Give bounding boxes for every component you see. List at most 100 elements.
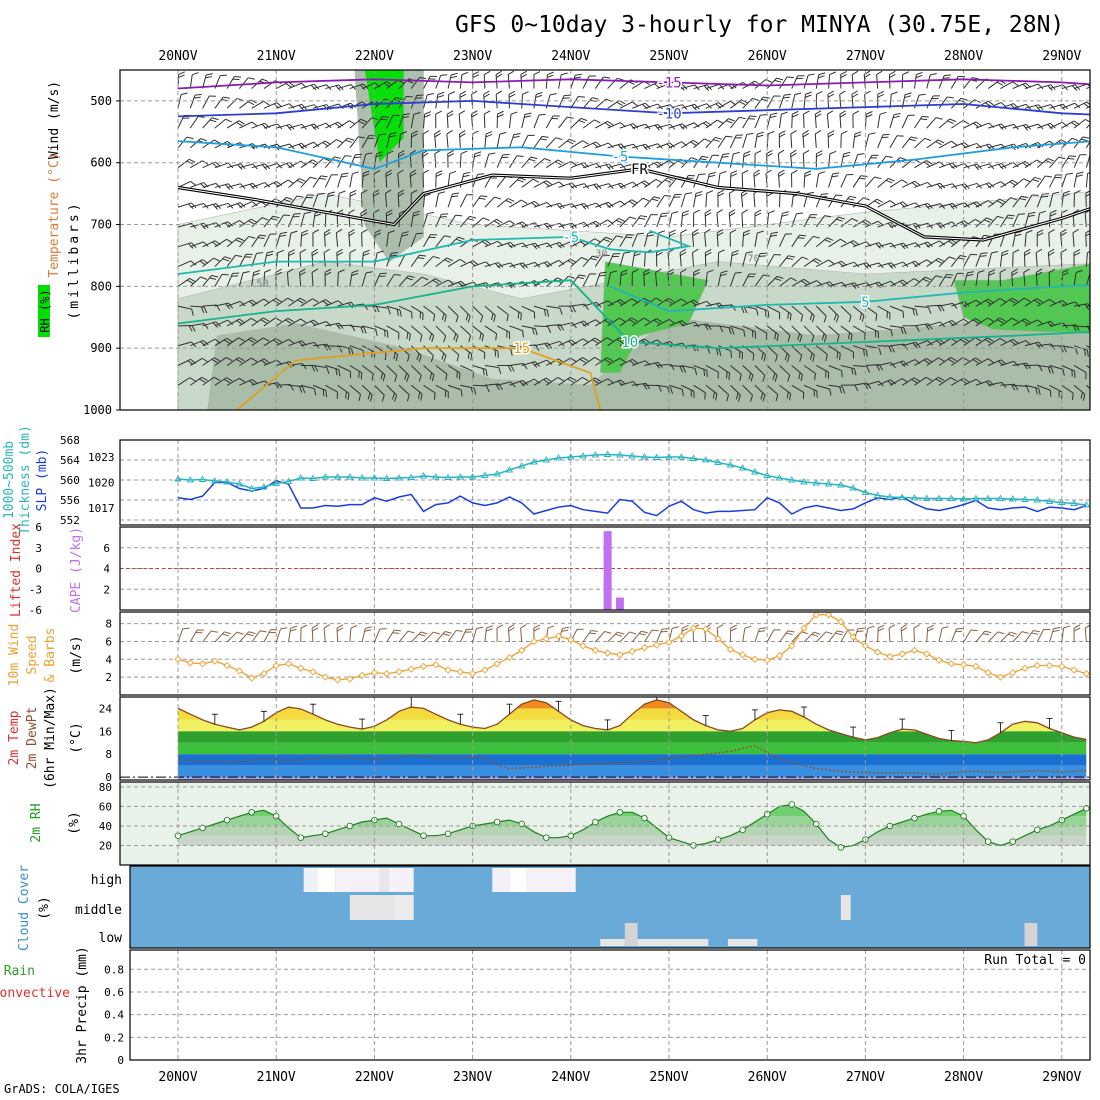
wind-barb [300,176,317,188]
wind-barb [656,195,672,208]
wind-barb [398,131,407,148]
wind-barb [655,268,662,287]
wind-barb [902,325,920,332]
wind-barb [447,305,459,323]
wind-speed-marker [591,646,599,655]
wind-barb [496,154,510,168]
wind-barb [398,630,415,643]
wind-barb [865,242,884,249]
wind-barb [619,199,638,208]
wind-barb [987,337,1007,347]
cloud-block-low [637,939,709,946]
wind-barb [558,138,576,149]
wind-barb [189,93,202,109]
wind-barb [226,357,245,366]
wind-barb [446,110,454,129]
wind-speed-marker [297,664,305,672]
wind-barb [668,84,688,91]
wind-barb [337,365,352,379]
thickness-marker [444,473,452,480]
wind-barb [1085,117,1090,129]
precip-tick-label: 0.4 [104,1009,124,1022]
wind-barb [214,256,232,267]
wind-barb [963,271,975,287]
wind-barb [877,111,887,129]
wind-barb [521,91,529,109]
wind-barb [484,218,503,228]
wind-barb [533,377,552,386]
wind-barb [349,189,357,208]
wind-barb [521,325,538,336]
precip-axis-label: 3hr Precip (mm) [75,946,90,1063]
wind-speed-marker [665,638,673,646]
wind-barb [214,162,234,169]
wind-barb [790,149,797,168]
wind-barb [619,337,638,347]
thickness-marker [407,473,416,480]
wind-barb [582,202,602,209]
rh2m-band [178,845,1087,865]
wind-barb [1024,298,1043,307]
wind-barb [398,365,410,382]
wind-barb [607,235,624,248]
wind-barb [644,629,659,643]
wind-barb [1024,141,1044,149]
rh2m-marker [714,836,722,843]
thickness-marker [689,454,698,461]
thickness-marker [898,493,907,500]
wind-barb [214,337,233,347]
wind-speed-marker [1058,662,1066,671]
wind-barb [533,135,549,149]
wind-barb [693,138,711,149]
wind-barb [1061,384,1074,400]
cloud-block-high [379,868,390,892]
wind-barb [1049,174,1063,188]
wind-barb [558,357,577,366]
wind-barb [827,90,835,109]
wind-barb [938,118,957,129]
wind-barb [889,157,907,169]
wind-barb [1000,214,1015,228]
rh2m-unit-label: (%) [67,811,82,834]
wind-barb [386,384,398,402]
wind-barb [852,153,865,168]
wind-barb [718,325,735,335]
wind-speed-marker [677,632,685,640]
wind-barb [459,130,466,148]
wind-speed-marker [333,676,342,684]
wind-barb [582,119,601,129]
wind-barb [386,345,399,362]
wind-speed-marker [947,660,955,668]
wind-barb [226,631,244,643]
wind-barb [214,238,233,248]
wind-barb [1049,345,1067,353]
wind-barb [410,130,418,148]
wind-barb [423,255,440,267]
date-label-top: 28NOV [944,49,983,64]
wind-barb [177,71,185,89]
wind-barb [851,70,859,89]
wind-barb [190,305,208,314]
wind-speed-marker [898,650,906,658]
wind-barb [681,139,700,149]
cloud-block-high [526,868,576,892]
wind-barb [754,627,767,643]
wind-barb [914,241,933,249]
cloud-block-high [303,868,318,892]
temp-band [178,742,1087,755]
wind-barb [705,269,714,287]
wind-barb [828,365,843,378]
wind-barb [189,376,208,386]
wind-barb [533,71,541,89]
wind-barb [730,325,746,337]
cloud-cover-plot [303,868,1038,946]
wind-barb [447,384,463,397]
wind-barb [963,378,982,386]
wind-barb [595,378,614,386]
wind-barb [644,384,662,392]
rh2m-line [177,803,1087,849]
wind-barb [681,122,700,129]
rh2m-marker [223,816,231,824]
wind-barb [656,177,674,188]
wind-barb [484,152,496,168]
